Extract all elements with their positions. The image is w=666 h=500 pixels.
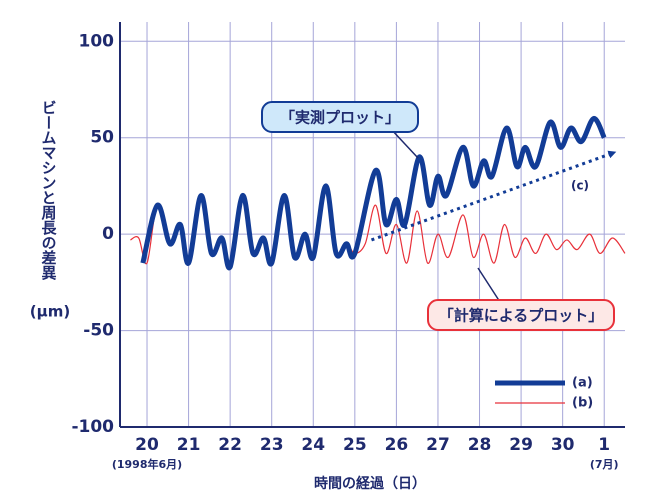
callout-text: 「実測プロット」	[280, 109, 400, 127]
legend-label: (b)	[572, 396, 593, 411]
legend-label: (a)	[572, 376, 593, 391]
x-tick-label: 21	[177, 435, 201, 455]
x-tick-label: 22	[218, 435, 242, 455]
x-tick-label: 25	[343, 435, 367, 455]
y-tick-label: 50	[90, 128, 114, 148]
trend-arrow	[370, 150, 617, 242]
callout-text: 「計算によるプロット」	[439, 307, 604, 325]
x-tick-label: 29	[509, 435, 533, 455]
x-sublabel: (1998年6月)	[112, 457, 182, 471]
callout-box	[427, 299, 615, 331]
y-tick-label: 100	[79, 31, 115, 51]
y-axis-unit: (μm)	[30, 303, 70, 321]
y-tick-label: -50	[83, 321, 114, 341]
x-tick-label: 26	[385, 435, 409, 455]
callout-pointer	[477, 267, 501, 303]
x-axis-label: 時間の経過（日）	[314, 475, 426, 492]
callout-box	[261, 101, 419, 133]
y-tick-label: -100	[71, 417, 114, 437]
x-tick-label: 30	[551, 435, 575, 455]
x-tick-label: 27	[426, 435, 450, 455]
x-tick-label: 28	[468, 435, 492, 455]
trend-label: (c)	[571, 179, 589, 193]
x-tick-label: 24	[301, 435, 325, 455]
x-sublabel: (7月)	[590, 458, 619, 471]
y-tick-label: 0	[102, 224, 114, 244]
x-tick-label: 23	[260, 435, 284, 455]
series-line	[140, 115, 607, 271]
x-tick-label: 20	[135, 435, 159, 455]
y-axis-label: ビームマシンと周長の差異	[40, 100, 58, 281]
x-tick-label: 1	[598, 435, 610, 455]
